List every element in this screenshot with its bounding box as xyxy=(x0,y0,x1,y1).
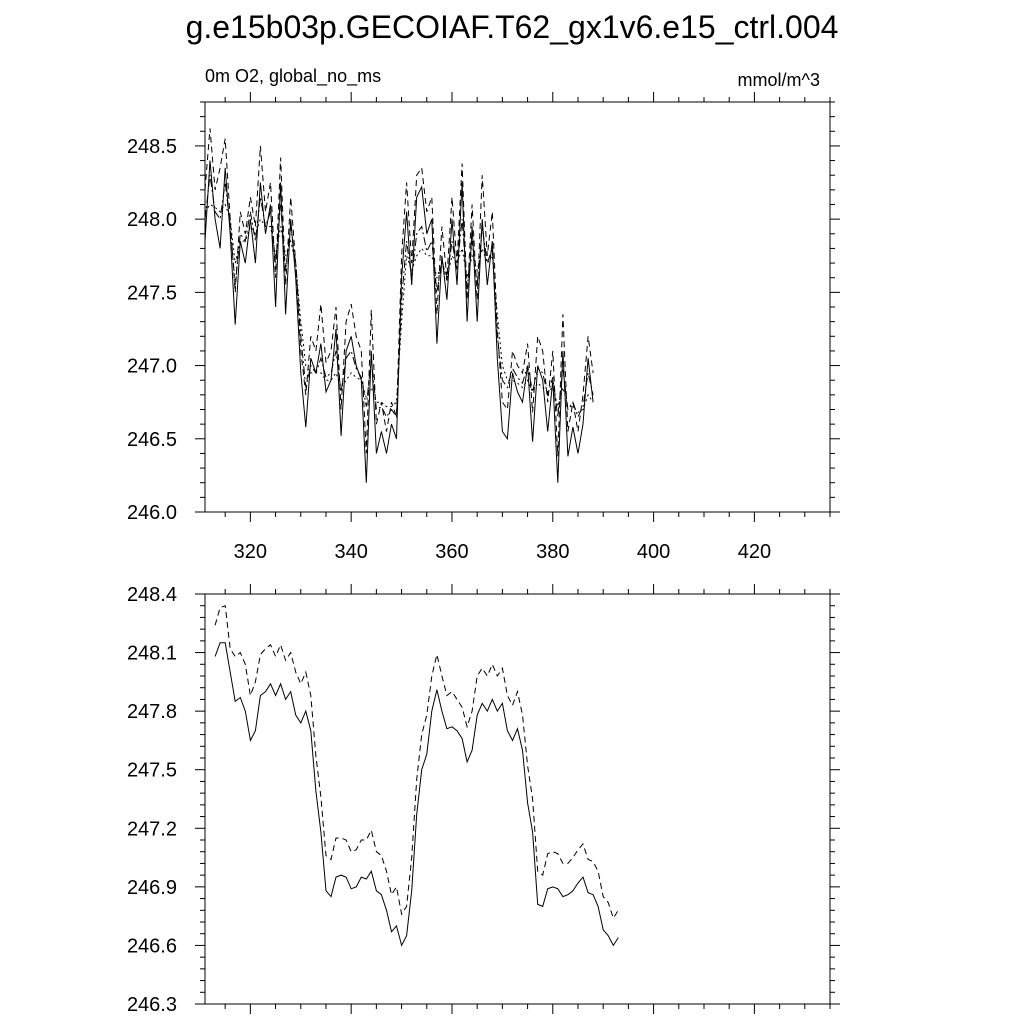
bottom-plot-frame xyxy=(204,593,831,1005)
bottom-y-tick-label: 246.6 xyxy=(127,935,177,957)
top-x-tick-label: 380 xyxy=(536,541,569,563)
top-y-tick-label: 246.0 xyxy=(127,502,177,524)
bottom-y-tick-label: 246.3 xyxy=(127,994,177,1016)
bottom-y-tick-label: 247.8 xyxy=(127,701,177,723)
bottom-y-tick-label: 247.2 xyxy=(127,818,177,840)
top-x-tick-label: 420 xyxy=(738,541,771,563)
left-subtitle: 0m O2, global_no_ms xyxy=(205,66,381,87)
top-y-tick-label: 248.0 xyxy=(127,209,177,231)
figure-title: g.e15b03p.GECOIAF.T62_gx1v6.e15_ctrl.004 xyxy=(186,9,839,45)
top-x-tick-label: 360 xyxy=(435,541,468,563)
top-y-tick-label: 247.0 xyxy=(127,356,177,378)
bottom-panel: 246.3 246.6 246.9 247.2 247.5 247.8 248.1 248.4 xyxy=(127,584,840,1016)
top-panel: 0m O2, global_no_ms mmol/m^3 320 340 360 38… xyxy=(127,66,840,563)
bottom-y-tick-label: 248.1 xyxy=(127,643,177,665)
top-series-line-4 xyxy=(204,203,594,414)
top-x-tick-label: 320 xyxy=(234,541,267,563)
top-axis-ticks: 320 340 360 380 400 420 246.0 246.5 247.0 247.5 24… xyxy=(127,92,840,563)
top-y-tick-label: 248.5 xyxy=(127,136,177,158)
top-x-tick-label: 400 xyxy=(637,541,670,563)
top-x-tick-label: 340 xyxy=(334,541,367,563)
bottom-series-line-2 xyxy=(214,604,619,920)
bottom-y-tick-label: 247.5 xyxy=(127,760,177,782)
bottom-y-tick-label: 246.9 xyxy=(127,877,177,899)
bottom-plot-area xyxy=(214,604,619,947)
bottom-y-tick-label: 248.4 xyxy=(127,584,177,606)
top-y-tick-label: 247.5 xyxy=(127,282,177,304)
bottom-series-line-1 xyxy=(214,642,619,947)
top-series-line-2 xyxy=(204,128,594,457)
units-label: mmol/m^3 xyxy=(738,70,820,90)
bottom-axis-ticks: 246.3 246.6 246.9 247.2 247.5 247.8 248.1 248.4 xyxy=(127,584,840,1016)
top-plot-area xyxy=(204,128,594,483)
top-y-tick-label: 246.5 xyxy=(127,429,177,451)
